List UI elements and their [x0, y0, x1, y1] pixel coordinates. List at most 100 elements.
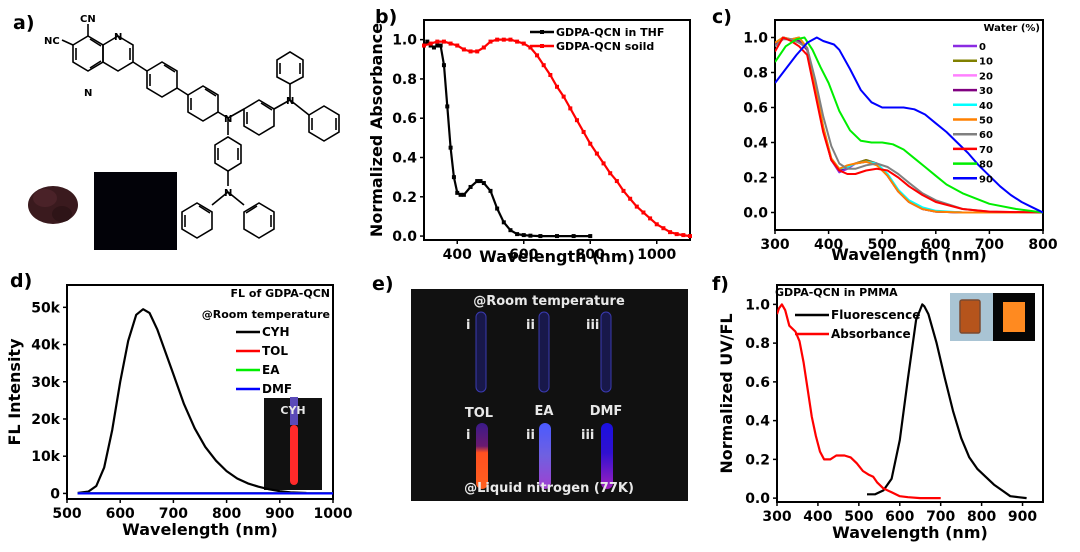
data-point — [481, 181, 486, 186]
data-point — [528, 233, 533, 238]
legend-title: @Room temperature — [202, 308, 330, 321]
plot-frame — [774, 19, 1044, 231]
data-point — [538, 234, 543, 239]
data-point — [455, 190, 460, 195]
series-line-absorbance — [777, 303, 941, 500]
data-point — [435, 43, 440, 48]
rt-label-i: i — [466, 318, 470, 333]
data-point — [438, 43, 443, 48]
phenyl-ring-8 — [243, 202, 275, 239]
rt-tube-1 — [475, 311, 487, 393]
inset-tube-liquid — [290, 425, 298, 485]
data-point — [654, 222, 659, 227]
data-point — [555, 84, 559, 89]
data-point — [481, 45, 486, 50]
atom-label-n4: N — [286, 96, 294, 107]
y-tick-label: 0.0 — [743, 206, 768, 222]
data-point — [431, 45, 436, 50]
plot-frame — [423, 19, 691, 241]
data-point — [528, 45, 533, 50]
data-point — [435, 39, 440, 44]
x-axis-label: Wavelength (nm) — [832, 523, 988, 542]
legend-label: DMF — [262, 382, 292, 396]
y-tick-label: 0.6 — [745, 375, 770, 391]
data-point — [648, 216, 653, 221]
data-point — [468, 49, 473, 54]
x-axis-label: Wavelength (nm) — [831, 245, 987, 264]
series-line-gdpa-qcn-in-thf — [424, 40, 591, 238]
y-tick-label: 0.8 — [392, 72, 417, 88]
legend-label: 60 — [979, 130, 993, 141]
y-tick-label: 1.0 — [745, 297, 770, 313]
ln-tube-1 — [476, 423, 488, 489]
x-tick-label: 700 — [159, 506, 188, 522]
phenyl-ring-5 — [308, 105, 340, 142]
ln-tube-2 — [539, 423, 551, 489]
y-tick-label: 0.6 — [743, 101, 768, 117]
y-axis-label: FL Intensity — [5, 338, 24, 446]
nc-left-label: NC — [44, 36, 60, 47]
liquid-nitrogen-caption: @Liquid nitrogen (77K) — [464, 481, 634, 496]
solvent-label-dmf: DMF — [590, 404, 623, 419]
y-tick-label: 1.0 — [392, 33, 417, 49]
data-point — [422, 43, 426, 48]
phenyl-ring-6 — [214, 136, 242, 172]
data-point — [475, 49, 480, 54]
chemical-structure: CN NC N N N N N — [28, 14, 340, 250]
x-tick-label: 1000 — [637, 247, 676, 263]
film-uv — [1003, 302, 1025, 332]
data-point — [515, 39, 520, 44]
x-tick-label: 800 — [967, 509, 996, 525]
inset-tube-top — [290, 397, 298, 425]
legend-label: 70 — [979, 145, 993, 156]
data-point — [448, 145, 453, 150]
y-tick-label: 30k — [31, 375, 60, 391]
x-tick-label: 400 — [814, 237, 843, 253]
x-tick-label: 600 — [106, 506, 135, 522]
data-point — [681, 233, 686, 238]
film-daylight — [959, 299, 981, 334]
legend-marker — [540, 44, 544, 48]
atom-label-n3: N — [224, 114, 232, 125]
atom-label-n1: N — [114, 32, 122, 43]
data-point — [541, 63, 546, 68]
legend-label: EA — [262, 363, 280, 377]
chart-c: 300 400 500 600 700 8000.00.20.40.60.81.0Wave… — [743, 19, 1058, 264]
y-tick-label: 20k — [31, 412, 60, 428]
phenyl-ring-4 — [276, 51, 304, 85]
x-tick-label: 600 — [921, 237, 950, 253]
x-axis-label: Wavelength (nm) — [479, 247, 635, 266]
data-point — [425, 39, 430, 44]
legend-label: Absorbance — [831, 327, 911, 341]
x-tick-label: 1000 — [314, 506, 353, 522]
panel-label-f: f) — [712, 273, 729, 295]
data-point — [428, 41, 433, 46]
plot-frame — [66, 284, 334, 500]
atom-label-n5: N — [224, 188, 232, 199]
data-point — [508, 228, 513, 233]
data-point — [488, 39, 493, 44]
series-line-50 — [775, 36, 1043, 214]
series-line-fluorescence — [867, 303, 1027, 500]
data-point — [668, 230, 673, 235]
data-point — [571, 234, 576, 239]
data-point — [601, 161, 606, 166]
structure-bonds — [61, 24, 340, 239]
panel-label-c: c) — [712, 6, 732, 28]
data-point — [501, 37, 506, 42]
x-tick-label: 500 — [52, 506, 81, 522]
data-point — [634, 204, 639, 209]
data-point — [441, 39, 446, 44]
data-point — [515, 232, 520, 237]
data-point — [445, 104, 450, 109]
panel-label-b: b) — [375, 6, 398, 28]
x-tick-label: 300 — [762, 509, 791, 525]
series-line-70 — [775, 36, 1043, 214]
benzo-ring — [72, 35, 104, 72]
data-point — [548, 73, 553, 77]
data-point — [461, 47, 466, 52]
pmma-film-photos — [950, 293, 1035, 341]
atom-label-n2: N — [84, 88, 92, 99]
legend-label: 0 — [979, 42, 986, 53]
x-tick-label: 900 — [1008, 509, 1037, 525]
